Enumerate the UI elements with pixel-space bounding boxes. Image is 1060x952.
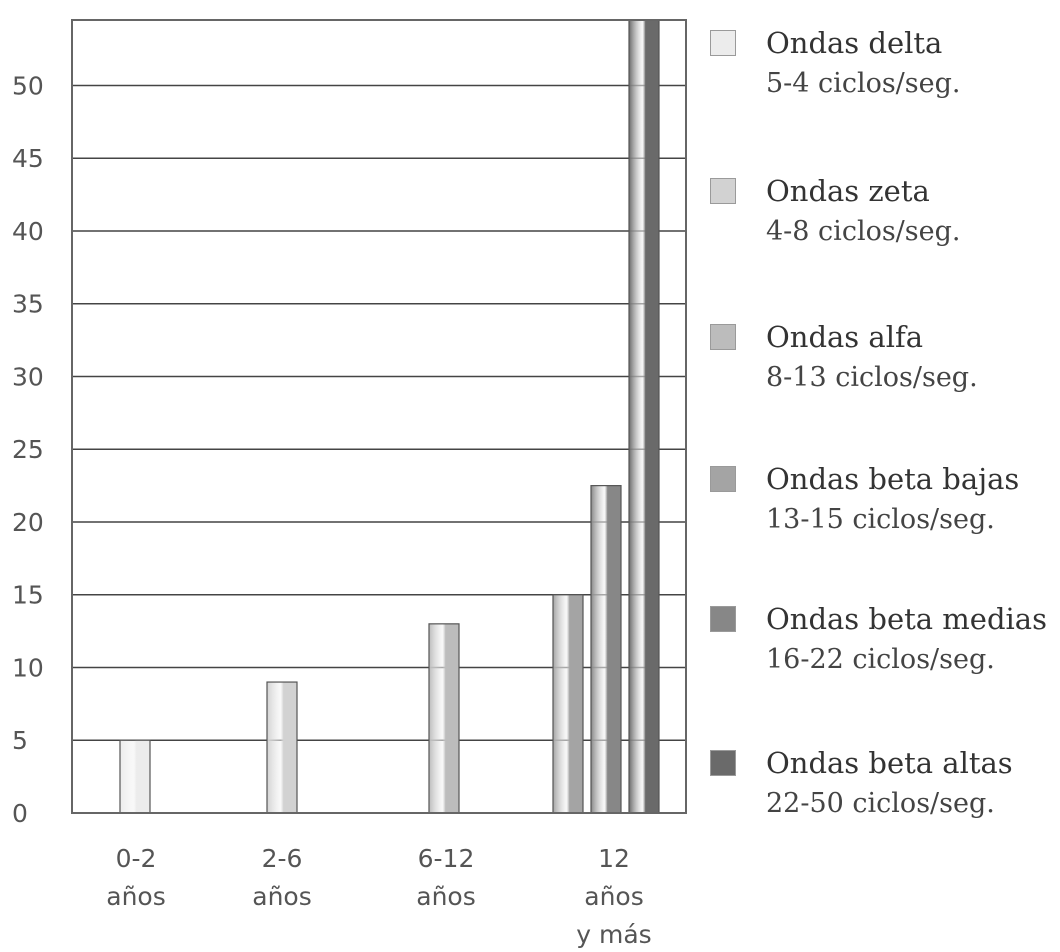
x-category-label: 12: [598, 844, 630, 873]
y-tick-label: 20: [12, 508, 44, 537]
x-category-label: 0-2: [116, 844, 157, 873]
legend-label: Ondas beta medias: [766, 602, 1047, 636]
legend: Ondas delta 5-4 ciclos/seg. Ondas zeta 4…: [708, 0, 1060, 952]
bar-ondas-zeta: [266, 681, 298, 814]
y-tick-label: 40: [12, 217, 44, 246]
x-category-label: y más: [576, 920, 651, 949]
legend-label: Ondas zeta: [766, 174, 930, 208]
x-category-label: años: [106, 882, 166, 911]
bar-ondas-beta-bajas: [552, 594, 584, 814]
legend-range: 4-8 ciclos/seg.: [766, 216, 961, 247]
bar-ondas-delta: [119, 739, 151, 814]
y-tick-label: 50: [12, 71, 44, 100]
legend-item-beta-altas: Ondas beta altas 22-50 ciclos/seg.: [708, 738, 1060, 819]
y-tick-label: 10: [12, 653, 44, 682]
legend-item-delta: Ondas delta 5-4 ciclos/seg.: [708, 18, 1060, 99]
y-tick-label: 30: [12, 362, 44, 391]
legend-label: Ondas beta altas: [766, 746, 1013, 780]
x-category-label: años: [416, 882, 476, 911]
legend-range: 13-15 ciclos/seg.: [766, 504, 995, 535]
legend-range: 16-22 ciclos/seg.: [766, 644, 995, 675]
bar-chart: 0 5 10 15 20 25 30 35 40 45 50 0-2 años 2-6 años 6-12 a…: [12, 19, 687, 949]
bar-ondas-alfa: [428, 623, 460, 814]
y-axis-tick-labels: 0 5 10 15 20 25 30 35 40 45 50: [12, 71, 44, 828]
y-tick-label: 25: [12, 435, 44, 464]
legend-item-zeta: Ondas zeta 4-8 ciclos/seg.: [708, 166, 1060, 247]
legend-item-beta-bajas: Ondas beta bajas 13-15 ciclos/seg.: [708, 454, 1060, 535]
x-category-label: 2-6: [262, 844, 303, 873]
legend-swatch-zeta: [710, 178, 736, 204]
legend-label: Ondas alfa: [766, 320, 923, 354]
legend-swatch-delta: [710, 30, 736, 56]
x-category-label: 6-12: [418, 844, 475, 873]
x-category-label: años: [252, 882, 312, 911]
y-tick-label: 45: [12, 144, 44, 173]
bars: [119, 19, 660, 814]
y-tick-label: 5: [12, 726, 28, 755]
legend-range: 5-4 ciclos/seg.: [766, 68, 961, 99]
legend-range: 8-13 ciclos/seg.: [766, 362, 978, 393]
x-axis-category-labels: 0-2 años 2-6 años 6-12 años 12 años y más: [106, 844, 651, 949]
gridlines: [72, 84, 686, 741]
legend-label: Ondas beta bajas: [766, 462, 1020, 496]
legend-swatch-beta-medias: [710, 606, 736, 632]
y-tick-label: 15: [12, 581, 44, 610]
legend-swatch-alfa: [710, 324, 736, 350]
legend-item-alfa: Ondas alfa 8-13 ciclos/seg.: [708, 312, 1060, 393]
bar-ondas-beta-medias: [590, 485, 622, 814]
legend-range: 22-50 ciclos/seg.: [766, 788, 995, 819]
y-tick-label: 0: [12, 799, 28, 828]
legend-item-beta-medias: Ondas beta medias 16-22 ciclos/seg.: [708, 594, 1060, 675]
bar-ondas-beta-altas: [628, 19, 660, 814]
plot-frame: [71, 19, 687, 814]
x-category-label: años: [584, 882, 644, 911]
y-tick-label: 35: [12, 290, 44, 319]
legend-swatch-beta-bajas: [710, 466, 736, 492]
legend-label: Ondas delta: [766, 26, 943, 60]
legend-swatch-beta-altas: [710, 750, 736, 776]
